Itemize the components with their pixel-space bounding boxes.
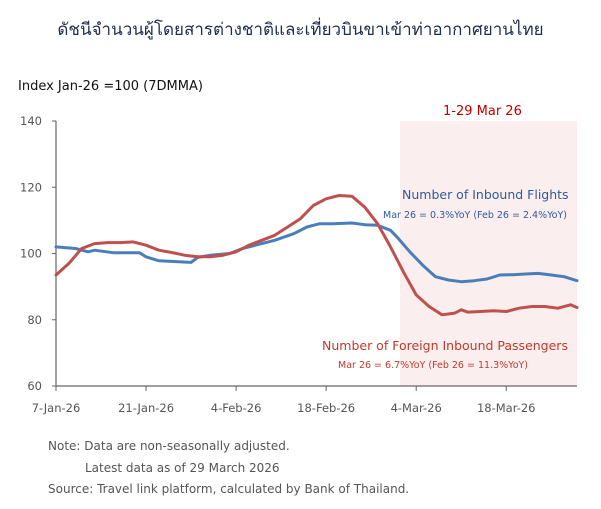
x-tick-label: 7-Jan-26 xyxy=(32,401,81,415)
latest-data-text: Latest data as of 29 March 2026 xyxy=(85,461,280,475)
x-tick-label: 4-Mar-26 xyxy=(391,401,442,415)
y-axis-label: Index Jan-26 =100 (7DMMA) xyxy=(18,79,203,94)
highlight-period-label: 1-29 Mar 26 xyxy=(443,104,522,119)
highlight-region xyxy=(399,121,577,386)
x-tick-label: 21-Jan-26 xyxy=(118,401,174,415)
source-text: Source: Travel link platform, calculated… xyxy=(48,482,410,496)
y-tick-label: 100 xyxy=(20,247,42,261)
y-tick-label: 120 xyxy=(20,180,42,194)
series-label-flights: Number of Inbound Flights xyxy=(402,187,569,202)
y-tick-label: 60 xyxy=(27,379,42,393)
series-annotation-passengers: Mar 26 = 6.7%YoY (Feb 26 = 11.3%YoY) xyxy=(338,360,529,371)
y-tick-label: 80 xyxy=(27,313,42,327)
note-text: Note: Data are non-seasonally adjusted. xyxy=(48,439,290,453)
y-tick-label: 140 xyxy=(20,114,42,128)
x-tick-label: 18-Feb-26 xyxy=(297,401,355,415)
series-label-passengers: Number of Foreign Inbound Passengers xyxy=(322,338,568,353)
x-tick-label: 4-Feb-26 xyxy=(211,401,262,415)
series-annotation-flights: Mar 26 = 0.3%YoY (Feb 26 = 2.4%YoY) xyxy=(383,210,567,221)
chart-title: ดัชนีจำนวนผู้โดยสารต่างชาติและเที่ยวบินข… xyxy=(57,20,544,40)
x-tick-label: 18-Mar-26 xyxy=(477,401,536,415)
